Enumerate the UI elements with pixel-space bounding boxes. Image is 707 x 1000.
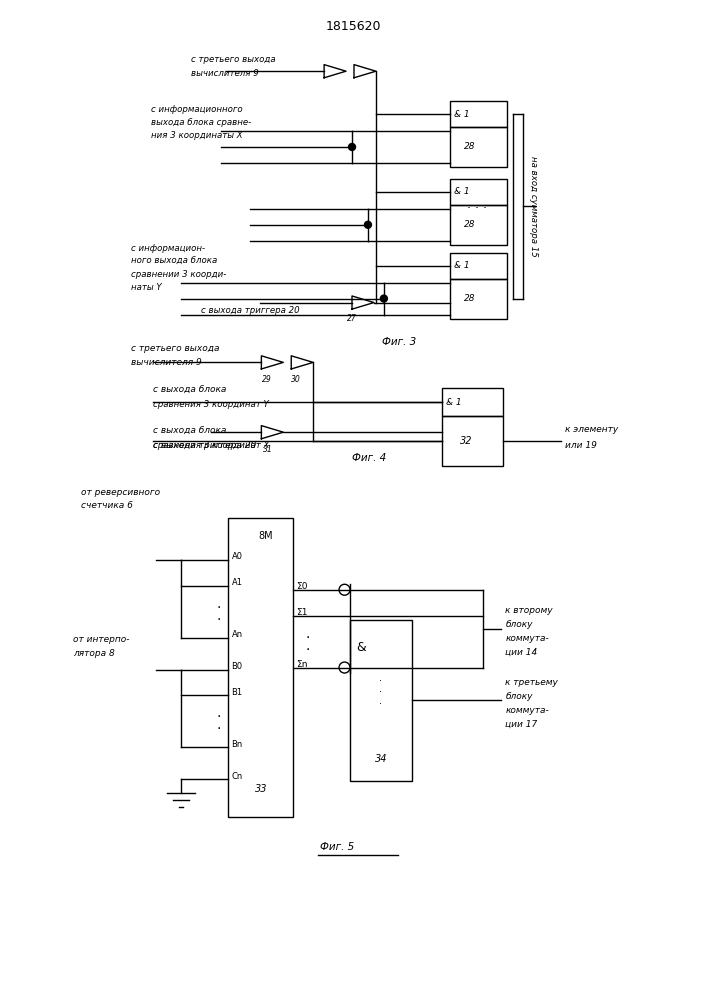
Text: & 1: & 1	[454, 261, 469, 270]
Text: от реверсивного: от реверсивного	[81, 488, 160, 497]
Text: 28: 28	[464, 220, 475, 229]
Text: счетчика 6: счетчика 6	[81, 501, 133, 510]
Circle shape	[364, 221, 371, 228]
Text: Фиг. 4: Фиг. 4	[352, 453, 386, 463]
Text: с выхода блока: с выхода блока	[153, 386, 226, 395]
Text: Σn: Σn	[296, 660, 308, 669]
Text: 32: 32	[460, 436, 472, 446]
Text: 28: 28	[464, 142, 475, 151]
Text: коммута-: коммута-	[506, 706, 549, 715]
Text: 34: 34	[375, 754, 387, 764]
Text: лятора 8: лятора 8	[73, 649, 115, 658]
Text: A1: A1	[231, 578, 243, 587]
Text: Фиг. 3: Фиг. 3	[382, 337, 416, 347]
Text: коммута-: коммута-	[506, 634, 549, 643]
Text: 30: 30	[291, 375, 301, 384]
Text: 28: 28	[464, 294, 475, 303]
Text: с третьего выхода: с третьего выхода	[191, 55, 275, 64]
Text: ции 17: ции 17	[506, 720, 537, 729]
Text: с выхода блока: с выхода блока	[153, 427, 226, 436]
Circle shape	[349, 143, 356, 150]
Text: 29: 29	[262, 375, 271, 384]
Text: Σ0: Σ0	[296, 582, 308, 591]
Text: ·: ·	[216, 722, 221, 736]
Text: ции 14: ции 14	[506, 648, 537, 657]
Text: на вход сумматора 15: на вход сумматора 15	[530, 156, 538, 257]
Text: ·: ·	[216, 601, 221, 615]
Text: сравнения 3 координат Y: сравнения 3 координат Y	[153, 400, 269, 409]
Text: An: An	[231, 630, 243, 639]
Text: & 1: & 1	[454, 110, 469, 119]
Text: с выхода триггера 20: с выхода триггера 20	[201, 306, 299, 315]
Text: ния 3 координаты X: ния 3 координаты X	[151, 131, 243, 140]
Bar	[450, 279, 508, 319]
Text: вычислителя 9: вычислителя 9	[131, 358, 201, 367]
Bar	[450, 205, 508, 245]
Text: сравнения 3 координат X: сравнения 3 координат X	[153, 441, 269, 450]
Text: ·: ·	[306, 643, 310, 657]
Text: 33: 33	[255, 784, 267, 794]
Text: блоку: блоку	[506, 692, 533, 701]
Bar	[442, 416, 503, 466]
Text: ного выхода блока: ного выхода блока	[131, 257, 217, 266]
Bar	[450, 179, 508, 205]
Text: 27: 27	[347, 314, 357, 323]
Bar	[450, 101, 508, 127]
Text: 31: 31	[264, 445, 273, 454]
Text: & 1: & 1	[454, 187, 469, 196]
Text: с выхода триггера 20: с выхода триггера 20	[153, 441, 256, 450]
Text: от интерпо-: от интерпо-	[73, 635, 129, 644]
Text: ·: ·	[306, 631, 310, 645]
Text: или 19: или 19	[565, 441, 597, 450]
Text: 1815620: 1815620	[325, 20, 381, 33]
Text: Фиг. 5: Фиг. 5	[320, 842, 354, 852]
Text: наты Y: наты Y	[131, 283, 161, 292]
Text: &: &	[356, 641, 366, 654]
Text: ·: ·	[216, 613, 221, 627]
Text: к третьему: к третьему	[506, 678, 559, 687]
Text: к второму: к второму	[506, 606, 553, 615]
Bar	[228, 518, 293, 817]
Text: блоку: блоку	[506, 620, 533, 629]
Text: с информационного: с информационного	[151, 105, 243, 114]
Bar	[450, 253, 508, 279]
Text: ·: ·	[216, 710, 221, 724]
Text: сравнении 3 коорди-: сравнении 3 коорди-	[131, 270, 226, 279]
Text: Cn: Cn	[231, 772, 243, 781]
Bar	[442, 388, 503, 416]
Text: с третьего выхода: с третьего выхода	[131, 344, 219, 353]
Text: · · ·: · · ·	[467, 202, 486, 215]
Text: ·
·
·: · · ·	[380, 676, 382, 709]
Bar	[450, 127, 508, 167]
Text: A0: A0	[231, 552, 243, 561]
Text: B1: B1	[231, 688, 243, 697]
Text: Bn: Bn	[231, 740, 243, 749]
Bar	[350, 620, 411, 781]
Text: 8М: 8М	[259, 531, 273, 541]
Text: вычислителя 9: вычислителя 9	[191, 69, 258, 78]
Text: с информацион-: с информацион-	[131, 244, 205, 253]
Text: Σ1: Σ1	[296, 608, 308, 617]
Text: & 1: & 1	[445, 398, 461, 407]
Text: выхода блока сравне-: выхода блока сравне-	[151, 118, 251, 127]
Circle shape	[380, 295, 387, 302]
Text: к элементу: к элементу	[565, 425, 619, 434]
Text: B0: B0	[231, 662, 243, 671]
